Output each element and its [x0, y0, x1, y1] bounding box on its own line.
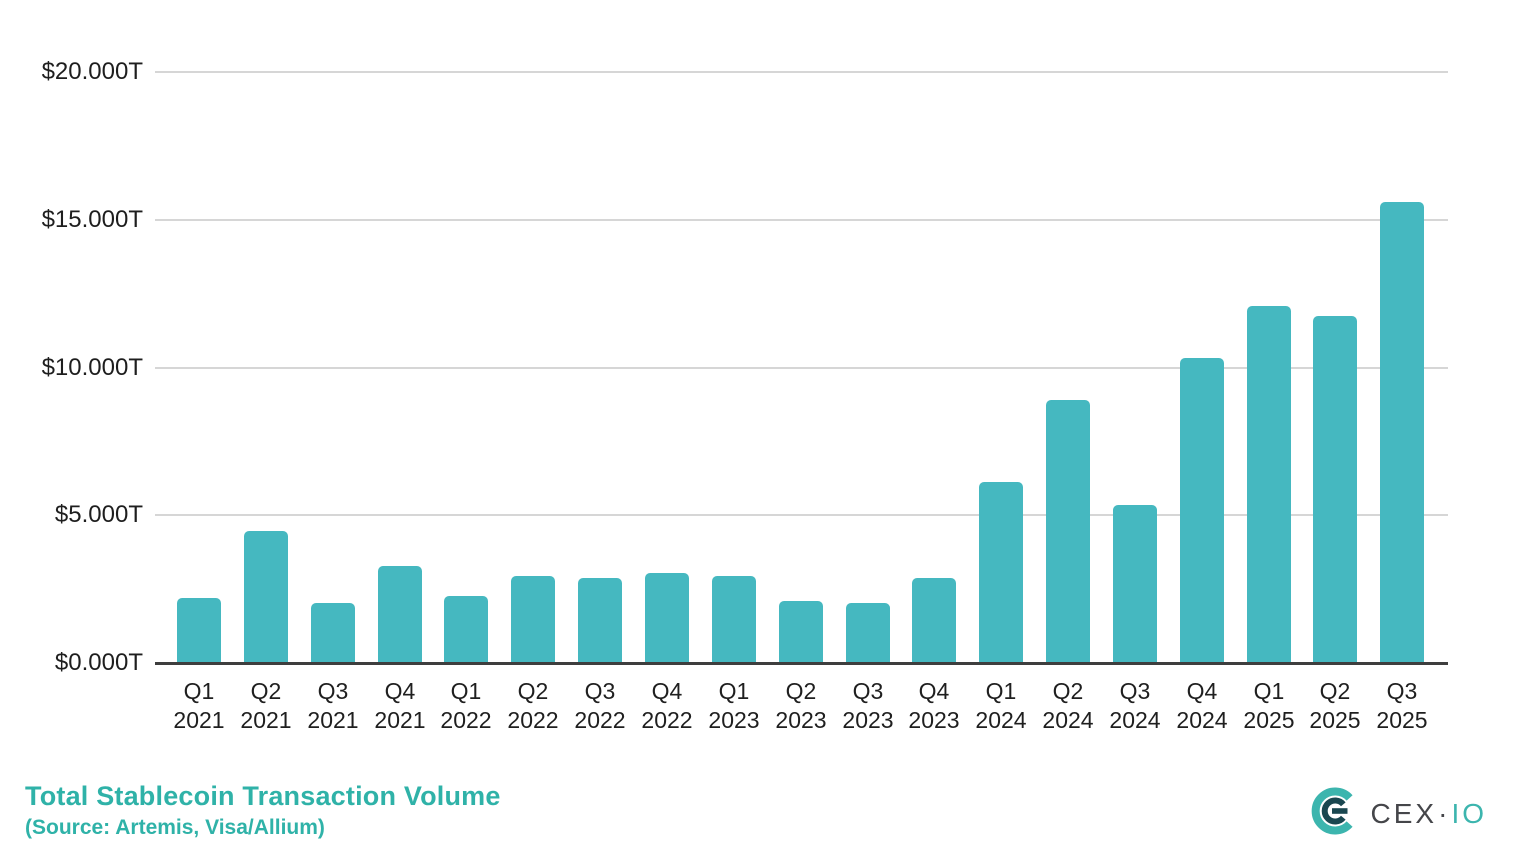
x-axis-tick-label-q1-2021: Q1 2021	[173, 678, 225, 733]
x-axis-tick-label-q2-2024: Q2 2024	[1042, 678, 1094, 733]
y-axis-tick-label: $10.000T	[41, 354, 143, 381]
bar-q2-2023	[779, 601, 823, 662]
bar-q4-2021	[378, 566, 422, 662]
x-axis-tick-label-q1-2023: Q1 2023	[708, 678, 760, 733]
x-axis-tick-label-q2-2021: Q2 2021	[240, 678, 292, 733]
bar-q4-2024	[1180, 358, 1224, 662]
bar-q1-2023	[712, 576, 756, 662]
x-axis-tick-label-q4-2024: Q4 2024	[1176, 678, 1228, 733]
gridline-10T	[155, 367, 1448, 369]
x-axis-tick-label-q3-2025: Q3 2025	[1376, 678, 1428, 733]
footer-titles: Total Stablecoin Transaction Volume (Sou…	[25, 781, 501, 840]
x-axis-tick-label-q2-2025: Q2 2025	[1309, 678, 1361, 733]
bar-q3-2024	[1113, 505, 1157, 662]
chart-title: Total Stablecoin Transaction Volume	[25, 781, 501, 811]
bar-q4-2023	[912, 578, 956, 662]
logo-separator-dot: ·	[1438, 797, 1451, 829]
bar-q2-2021	[244, 531, 288, 662]
x-axis-tick-label-q2-2022: Q2 2022	[507, 678, 559, 733]
bar-q3-2025	[1380, 202, 1424, 662]
y-axis-tick-label: $5.000T	[54, 501, 143, 528]
x-axis-tick-label-q1-2025: Q1 2025	[1243, 678, 1295, 733]
y-axis-tick-label: $15.000T	[41, 206, 143, 233]
bar-q2-2022	[511, 576, 555, 662]
gridline-5T	[155, 514, 1448, 516]
x-axis-tick-label-q3-2022: Q3 2022	[574, 678, 626, 733]
x-axis-tick-label-q3-2021: Q3 2021	[307, 678, 359, 733]
bar-q1-2021	[177, 598, 221, 662]
logo-text-io: IO	[1451, 797, 1487, 829]
y-axis-tick-label: $0.000T	[54, 649, 143, 676]
x-axis-tick-label-q4-2023: Q4 2023	[908, 678, 960, 733]
bar-q1-2025	[1247, 306, 1291, 662]
x-axis-tick-label-q3-2023: Q3 2023	[842, 678, 894, 733]
bar-q1-2022	[444, 596, 488, 662]
bar-q2-2025	[1313, 316, 1357, 662]
logo-text-cex: CEX	[1370, 797, 1438, 829]
x-axis-tick-label-q4-2022: Q4 2022	[641, 678, 693, 733]
x-axis-tick-label-q1-2022: Q1 2022	[440, 678, 492, 733]
bar-q3-2022	[578, 578, 622, 662]
cexio-logo-icon	[1311, 787, 1361, 840]
bar-q1-2024	[979, 482, 1023, 662]
cexio-logo: CEX · IO	[1311, 787, 1487, 840]
bar-q4-2022	[645, 573, 689, 662]
x-axis-tick-label-q2-2023: Q2 2023	[775, 678, 827, 733]
cexio-logo-text: CEX · IO	[1371, 798, 1487, 830]
bar-q3-2023	[846, 603, 890, 662]
x-axis-tick-label-q4-2021: Q4 2021	[374, 678, 426, 733]
gridline-15T	[155, 219, 1448, 221]
x-axis-line	[155, 662, 1448, 665]
x-axis-tick-label-q1-2024: Q1 2024	[975, 678, 1027, 733]
bar-q3-2021	[311, 603, 355, 662]
gridline-20T	[155, 71, 1448, 73]
y-axis-tick-label: $20.000T	[41, 58, 143, 85]
x-axis-tick-label-q3-2024: Q3 2024	[1109, 678, 1161, 733]
bar-q2-2024	[1046, 400, 1090, 662]
chart-source: (Source: Artemis, Visa/Allium)	[25, 816, 325, 839]
